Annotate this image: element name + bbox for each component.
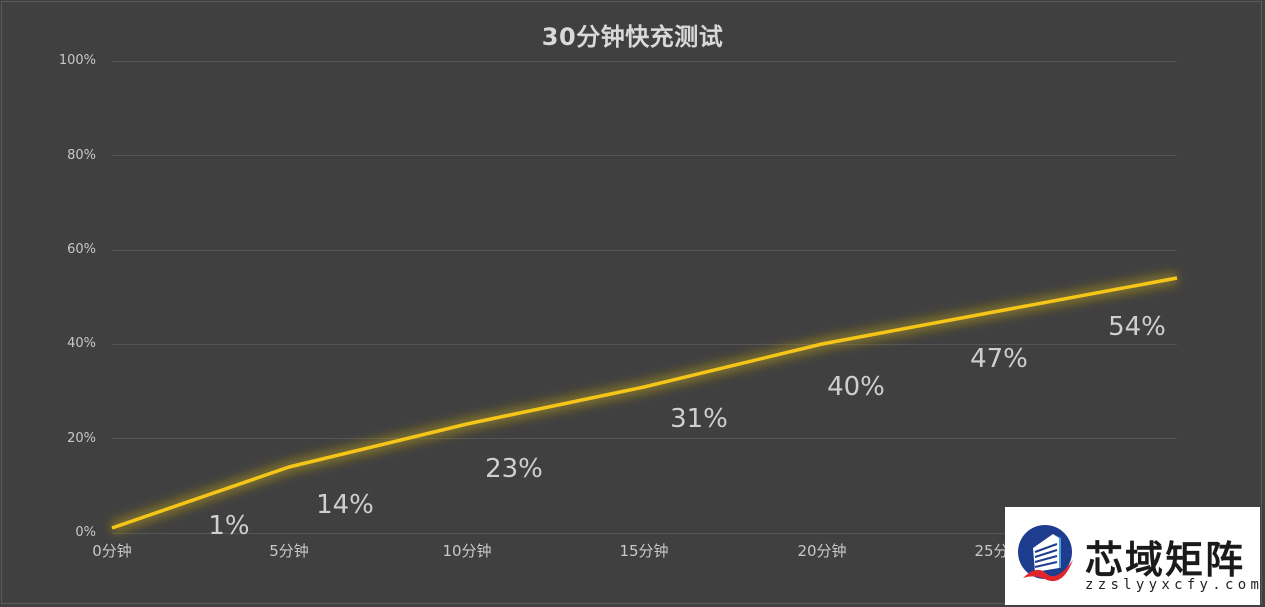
watermark-logo: 芯域矩阵 zzslyyxcfy.com — [1005, 507, 1260, 605]
series-line — [111, 276, 1178, 530]
series-line-glow — [110, 272, 1179, 534]
data-label-20: 40% — [827, 372, 885, 402]
x-tick-5: 5分钟 — [269, 542, 309, 560]
y-tick-0: 0% — [75, 525, 96, 540]
x-tick-15: 15分钟 — [619, 542, 669, 560]
data-label-0: 1% — [208, 511, 250, 541]
y-tick-100: 100% — [58, 53, 96, 68]
watermark-url: zzslyyxcfy.com — [1085, 577, 1264, 593]
data-label-25: 47% — [970, 344, 1028, 374]
y-tick-60: 60% — [67, 242, 96, 257]
data-label-5: 14% — [316, 490, 374, 520]
watermark-name: 芯域矩阵 — [1085, 537, 1246, 582]
gridlines — [112, 61, 1177, 534]
y-tick-40: 40% — [67, 336, 96, 351]
x-tick-0: 0分钟 — [92, 542, 132, 560]
x-tick-10: 10分钟 — [442, 542, 492, 560]
data-label-30: 54% — [1108, 312, 1166, 342]
chart-title: 30分钟快充测试 — [541, 23, 724, 51]
building-logo-icon — [1018, 525, 1073, 582]
x-tick-20: 20分钟 — [797, 542, 847, 560]
data-label-15: 31% — [670, 404, 728, 434]
y-tick-80: 80% — [67, 148, 96, 163]
y-tick-20: 20% — [67, 431, 96, 446]
data-label-10: 23% — [485, 454, 543, 484]
